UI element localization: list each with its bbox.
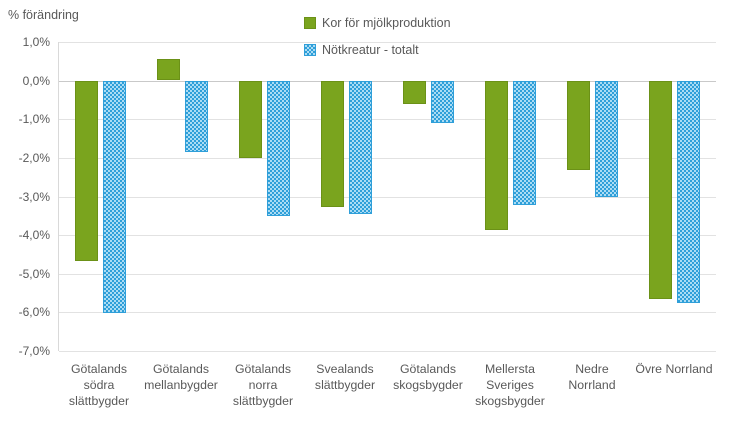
legend-label-kor: Kor för mjölkproduktion xyxy=(322,16,451,30)
x-category-label: Götalands södra slättbygder xyxy=(68,362,130,408)
y-tick-label: -2,0% xyxy=(18,151,50,165)
x-category-label: Övre Norrland xyxy=(635,362,713,376)
y-tick-label: -1,0% xyxy=(18,112,50,126)
gridline xyxy=(59,274,716,275)
y-tick-label: 0,0% xyxy=(22,74,50,88)
bar-notkreatur-0 xyxy=(103,81,126,313)
y-tick-label: -6,0% xyxy=(18,305,50,319)
gridline xyxy=(59,235,716,236)
x-category-label: Götalands norra slättbygder xyxy=(232,362,294,408)
y-axis-labels: 1,0% 0,0% -1,0% -2,0% -3,0% -4,0% -5,0% -6,0% -7… xyxy=(0,0,52,435)
x-category-label: Götalands mellanbygder xyxy=(144,362,218,392)
x-category-label: Mellersta Sveriges skogsbygder xyxy=(475,362,545,408)
y-tick-label: -4,0% xyxy=(18,228,50,242)
plot-area xyxy=(58,42,716,352)
y-tick-label: -5,0% xyxy=(18,267,50,281)
legend: Kor för mjölkproduktion Nötkreatur - tot… xyxy=(304,13,451,67)
bar-notkreatur-4 xyxy=(431,81,454,123)
gridline xyxy=(59,351,716,352)
bar-notkreatur-2 xyxy=(267,81,290,216)
bar-kor-5 xyxy=(485,81,508,230)
x-axis-labels: Götalands södra slättbygder Götalands mel… xyxy=(58,361,715,421)
bar-kor-1 xyxy=(157,59,180,80)
bar-kor-7 xyxy=(649,81,672,299)
legend-item-kor: Kor för mjölkproduktion xyxy=(304,13,451,33)
chart-title: % förändring xyxy=(8,8,79,22)
y-tick-label: -7,0% xyxy=(18,344,50,358)
bar-kor-0 xyxy=(75,81,98,261)
bar-notkreatur-1 xyxy=(185,81,208,152)
x-category-label: Götalands skogsbygder xyxy=(393,362,463,392)
legend-label-notkreatur: Nötkreatur - totalt xyxy=(322,43,419,57)
bar-notkreatur-7 xyxy=(677,81,700,303)
legend-swatch-green-icon xyxy=(304,17,316,29)
legend-item-notkreatur: Nötkreatur - totalt xyxy=(304,40,451,60)
zero-gridline xyxy=(59,81,716,82)
legend-swatch-checker-icon xyxy=(304,44,316,56)
bar-notkreatur-6 xyxy=(595,81,618,197)
bar-notkreatur-3 xyxy=(349,81,372,214)
x-category-label: Svealands slättbygder xyxy=(314,362,376,392)
bar-kor-3 xyxy=(321,81,344,207)
bar-notkreatur-5 xyxy=(513,81,536,205)
x-category-label: Nedre Norrland xyxy=(568,362,616,392)
gridline xyxy=(59,158,716,159)
bar-kor-2 xyxy=(239,81,262,158)
gridline xyxy=(59,119,716,120)
gridline xyxy=(59,42,716,43)
y-tick-label: -3,0% xyxy=(18,190,50,204)
bar-kor-4 xyxy=(403,81,426,104)
y-tick-label: 1,0% xyxy=(22,35,50,49)
gridline xyxy=(59,312,716,313)
gridline xyxy=(59,197,716,198)
bar-kor-6 xyxy=(567,81,590,170)
